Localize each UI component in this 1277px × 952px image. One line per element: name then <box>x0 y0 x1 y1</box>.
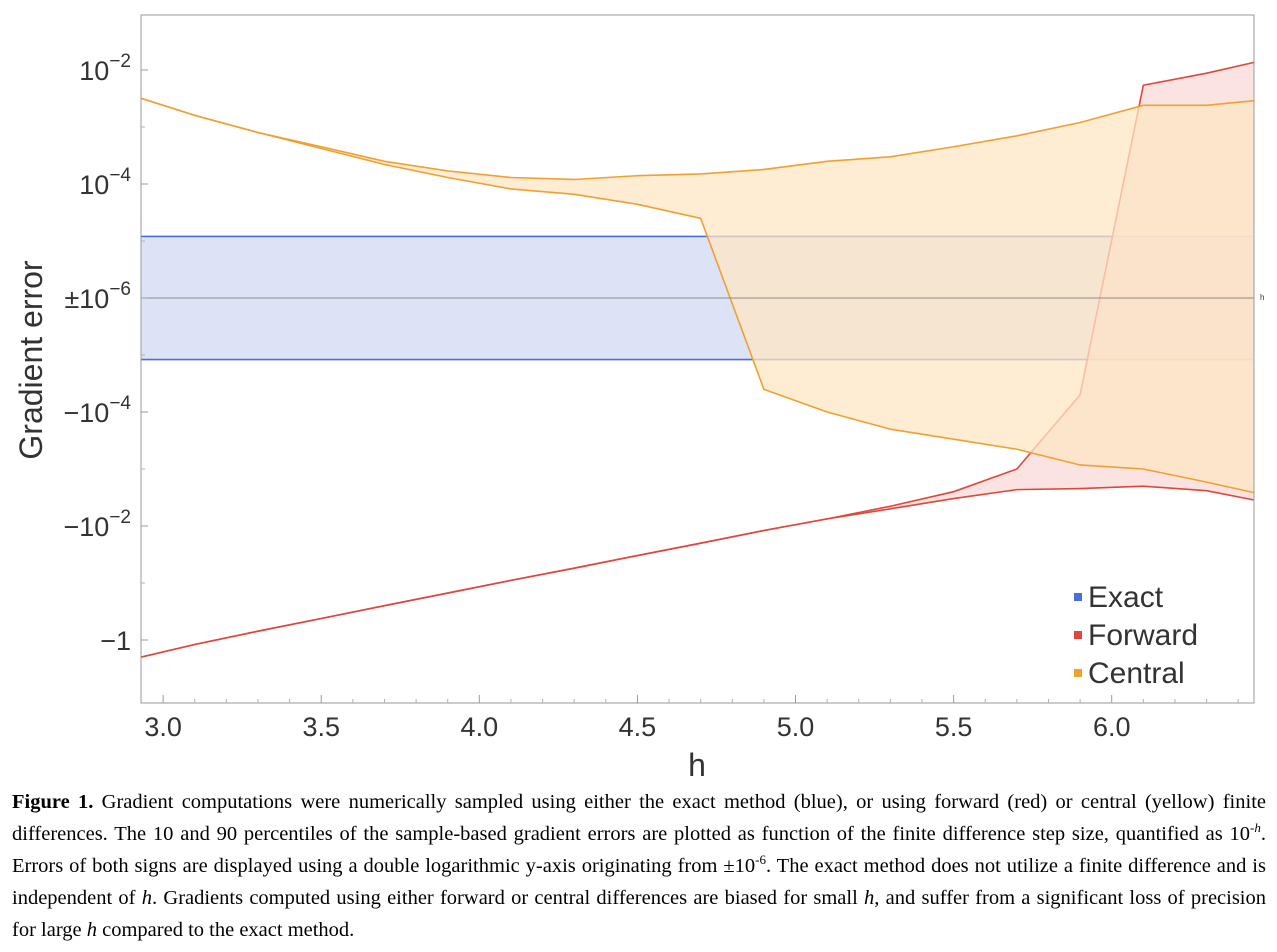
exact-legend-swatch <box>1074 593 1082 601</box>
x-tick-label: 6.0 <box>1093 712 1131 742</box>
y-axis: 10−2 10−4 ±10−6 −10−4 −10−2 −1 <box>64 51 148 656</box>
central-legend-label: Central <box>1088 657 1185 690</box>
legend: Exact Forward Central <box>1074 581 1198 690</box>
y-tick-label: −1 <box>100 626 131 656</box>
figure-caption: Figure 1. Gradient computations were num… <box>12 786 1266 946</box>
caption-label: Figure 1. <box>12 791 94 813</box>
caption-text: -6 <box>755 852 766 868</box>
gradient-error-chart: h 3.0 3.5 4.0 4.5 5.0 5.5 6.0 10−2 10−4 ±10−6 −10… <box>13 14 1264 783</box>
central-lower-line <box>140 97 1255 494</box>
center-line-note: h <box>1260 293 1264 302</box>
y-tick-label: −10−4 <box>64 393 132 428</box>
exact-legend-label: Exact <box>1088 581 1164 614</box>
caption-text: , and suffer from a significant loss of … <box>12 887 1267 941</box>
x-tick-label: 3.5 <box>302 712 340 742</box>
x-tick-label: 4.5 <box>619 712 657 742</box>
y-axis-title: Gradient error <box>13 260 49 460</box>
central-upper-line <box>140 97 1255 181</box>
x-tick-label: 3.0 <box>144 712 182 742</box>
caption-text: h <box>86 919 98 941</box>
forward-legend-label: Forward <box>1088 619 1198 652</box>
caption-text: . Gradients computed using either forwar… <box>152 887 865 909</box>
caption-text: . The exact method does not utilize a fi… <box>12 855 1266 909</box>
plot-frame <box>140 14 1255 704</box>
caption-text: h <box>864 887 875 909</box>
forward-legend-swatch <box>1074 631 1082 639</box>
y-tick-label: 10−4 <box>79 165 131 200</box>
central-legend-swatch <box>1074 669 1082 677</box>
x-tick-label: 5.0 <box>777 712 815 742</box>
forward-lower-line <box>140 485 1255 658</box>
caption-text: Gradient computations were numerically s… <box>12 791 1266 845</box>
caption-text: h <box>141 887 153 909</box>
y-tick-label: −10−2 <box>64 507 131 542</box>
x-tick-label: 5.5 <box>935 712 973 742</box>
central-band <box>141 98 1254 493</box>
x-axis-title: h <box>688 747 706 783</box>
y-tick-label: 10−2 <box>79 51 131 86</box>
caption-text: -h <box>1250 820 1261 836</box>
x-axis: 3.0 3.5 4.0 4.5 5.0 5.5 6.0 <box>144 695 1239 742</box>
x-tick-label: 4.0 <box>461 712 499 742</box>
series-bands <box>140 61 1255 658</box>
caption-text: . Errors of both signs are displayed usi… <box>12 823 1266 877</box>
y-tick-label: ±10−6 <box>64 279 131 314</box>
caption-text: compared to the exact method. <box>97 919 355 941</box>
